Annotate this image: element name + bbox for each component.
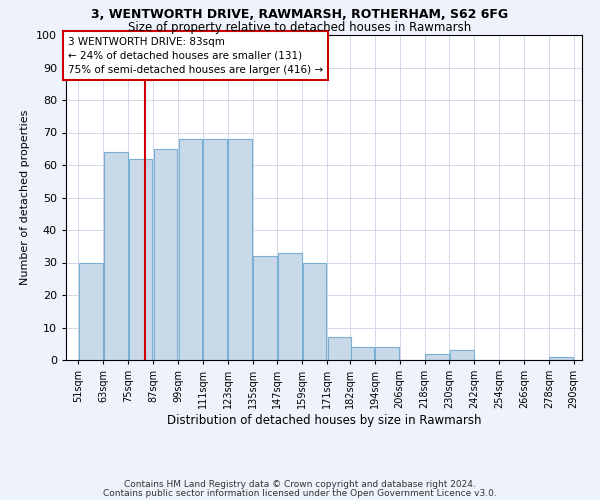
Text: 3, WENTWORTH DRIVE, RAWMARSH, ROTHERHAM, S62 6FG: 3, WENTWORTH DRIVE, RAWMARSH, ROTHERHAM,… xyxy=(91,8,509,20)
Bar xyxy=(550,357,573,360)
Y-axis label: Number of detached properties: Number of detached properties xyxy=(20,110,31,285)
Text: Contains HM Land Registry data © Crown copyright and database right 2024.: Contains HM Land Registry data © Crown c… xyxy=(124,480,476,489)
X-axis label: Distribution of detached houses by size in Rawmarsh: Distribution of detached houses by size … xyxy=(167,414,481,427)
Text: Contains public sector information licensed under the Open Government Licence v3: Contains public sector information licen… xyxy=(103,488,497,498)
Bar xyxy=(129,158,152,360)
Bar xyxy=(203,139,227,360)
Bar xyxy=(104,152,128,360)
Bar xyxy=(179,139,202,360)
Text: 3 WENTWORTH DRIVE: 83sqm
← 24% of detached houses are smaller (131)
75% of semi-: 3 WENTWORTH DRIVE: 83sqm ← 24% of detach… xyxy=(68,36,323,74)
Bar xyxy=(253,256,277,360)
Bar xyxy=(303,262,326,360)
Bar xyxy=(79,262,103,360)
Bar xyxy=(328,337,352,360)
Bar xyxy=(278,253,302,360)
Bar xyxy=(228,139,252,360)
Bar xyxy=(450,350,473,360)
Text: Size of property relative to detached houses in Rawmarsh: Size of property relative to detached ho… xyxy=(128,22,472,35)
Bar xyxy=(376,347,399,360)
Bar xyxy=(350,347,374,360)
Bar xyxy=(425,354,449,360)
Bar xyxy=(154,149,177,360)
